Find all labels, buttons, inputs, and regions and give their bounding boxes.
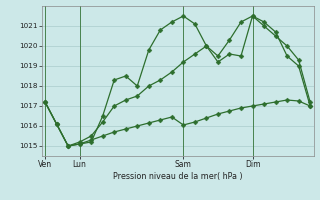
- X-axis label: Pression niveau de la mer( hPa ): Pression niveau de la mer( hPa ): [113, 172, 243, 181]
